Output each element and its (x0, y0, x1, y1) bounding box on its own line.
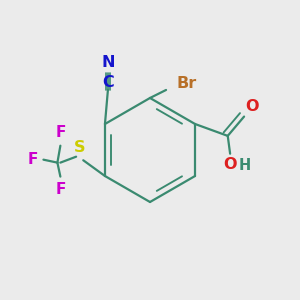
Text: N: N (101, 55, 115, 70)
Text: F: F (55, 182, 66, 197)
Text: S: S (74, 140, 85, 155)
Text: O: O (224, 157, 237, 172)
Text: F: F (55, 125, 66, 140)
Text: C: C (102, 75, 114, 90)
Text: H: H (238, 158, 251, 172)
Text: F: F (28, 152, 38, 167)
Text: Br: Br (177, 76, 197, 91)
Text: O: O (246, 99, 259, 114)
